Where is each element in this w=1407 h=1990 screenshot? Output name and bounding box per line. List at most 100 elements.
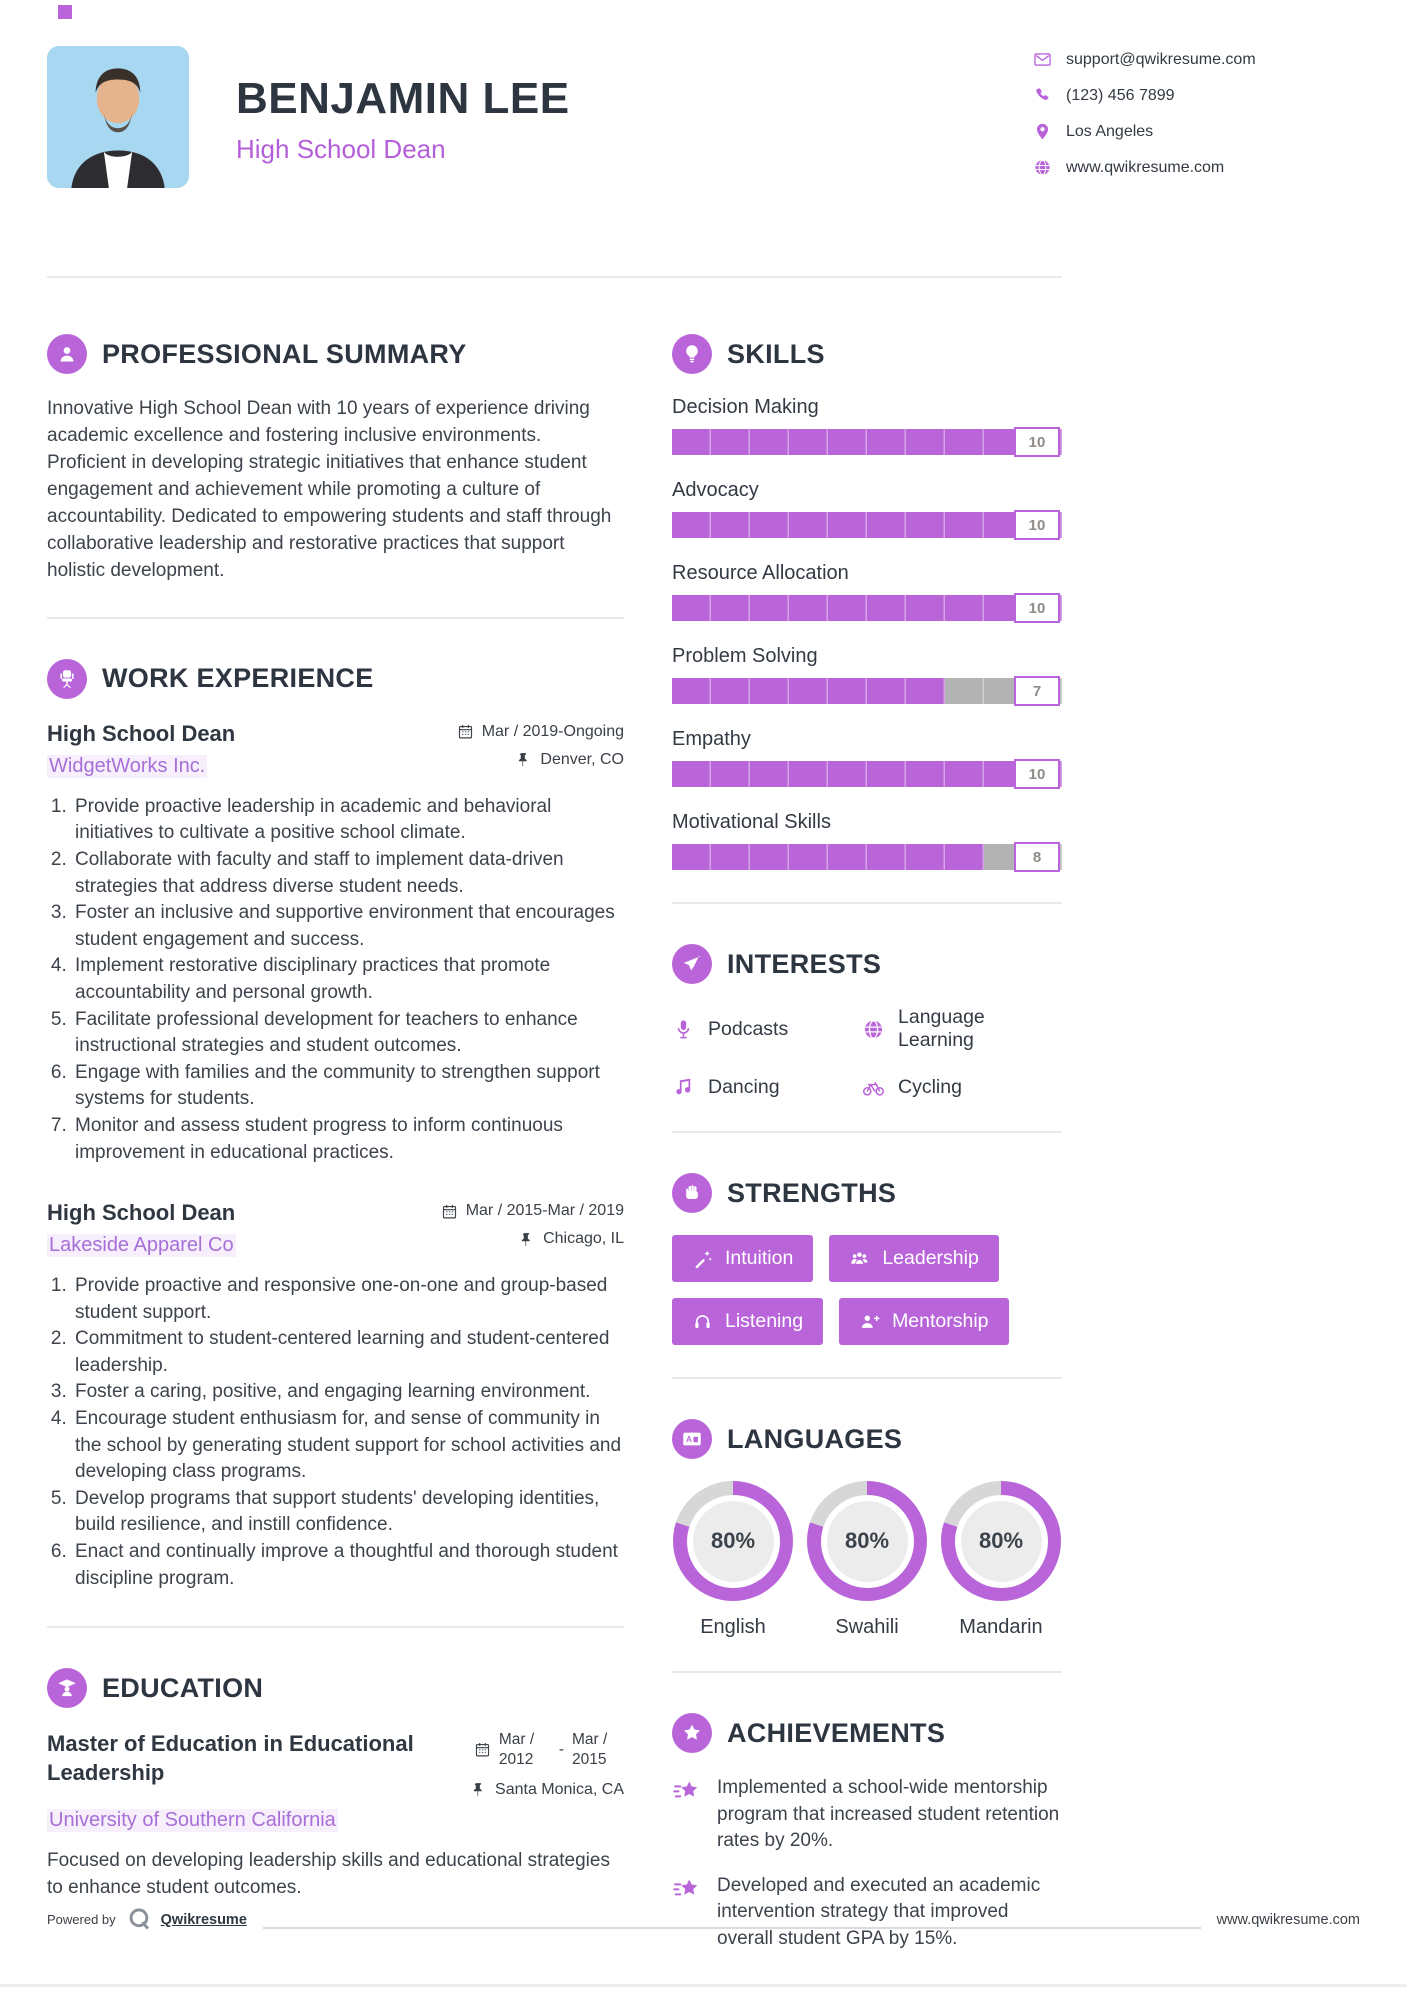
contact-website-text: www.qwikresume.com — [1066, 158, 1225, 176]
shooting-star-icon — [672, 1875, 702, 1905]
strength-label: Intuition — [725, 1247, 794, 1269]
calendar-icon — [457, 723, 474, 740]
education-heading: EDUCATION — [102, 1672, 264, 1703]
qwikresume-link[interactable]: Qwikresume — [160, 1911, 247, 1928]
interest-label: Podcasts — [708, 1017, 789, 1040]
achievement-text: Implemented a school-wide mentorship pro… — [717, 1777, 1060, 1852]
footer-website-link[interactable]: www.qwikresume.com — [1216, 1911, 1360, 1928]
qwikresume-logo-icon — [126, 1906, 153, 1933]
headphones-icon — [692, 1311, 713, 1332]
job-bullet: Facilitate professional development for … — [72, 1007, 624, 1060]
skill-bar-fill — [672, 429, 1062, 455]
language-name: Swahili — [835, 1616, 899, 1638]
job-bullet: Commitment to student-centered learning … — [72, 1326, 624, 1379]
shooting-star-icon — [672, 1777, 702, 1807]
strength-label: Leadership — [882, 1247, 979, 1269]
job-entry: High School Dean WidgetWorks Inc. Mar / … — [47, 721, 624, 1166]
skill-bar: 7 — [672, 676, 1062, 706]
job-entry: High School Dean Lakeside Apparel Co Mar… — [47, 1200, 624, 1592]
corner-mark — [58, 5, 72, 19]
section-summary: PROFESSIONAL SUMMARY Innovative High Sch… — [47, 334, 624, 585]
language-percent: 80% — [710, 1528, 756, 1553]
strength-pill: Leadership — [829, 1235, 999, 1282]
job-company: WidgetWorks Inc. — [47, 754, 208, 778]
language-name: English — [700, 1616, 766, 1638]
skills-heading: SKILLS — [727, 338, 825, 369]
skill-item: Advocacy 10 — [672, 479, 1062, 540]
contact-website[interactable]: www.qwikresume.com — [1033, 158, 1363, 177]
job-title: High School Dean — [47, 720, 236, 746]
section-achievements: ACHIEVEMENTS Implemented a school-wide m… — [672, 1713, 1062, 1953]
job-bullet-list: Provide proactive and responsive one-on-… — [47, 1273, 624, 1592]
section-education: EDUCATION Master of Education in Educati… — [47, 1668, 624, 1902]
paper-plane-icon — [672, 944, 712, 984]
contact-location: Los Angeles — [1033, 122, 1363, 141]
person-title: High School Dean — [236, 134, 446, 164]
strength-label: Mentorship — [892, 1310, 989, 1332]
skill-item: Resource Allocation 10 — [672, 562, 1062, 623]
divider — [47, 1626, 624, 1629]
skill-label: Decision Making — [672, 396, 819, 418]
calendar-icon — [441, 1203, 458, 1220]
interest-label: Cycling — [898, 1076, 962, 1098]
skill-label: Problem Solving — [672, 645, 818, 667]
education-school: University of Southern California — [47, 1808, 338, 1832]
skill-label: Resource Allocation — [672, 562, 849, 584]
skill-bar: 10 — [672, 427, 1062, 457]
section-skills: SKILLS Decision Making 10 Advocacy — [672, 334, 1062, 872]
powered-by-label: Powered by — [47, 1912, 116, 1927]
job-location-text: Denver, CO — [540, 750, 624, 768]
job-bullet: Collaborate with faculty and staff to im… — [72, 847, 624, 900]
skill-bar-fill — [672, 844, 984, 870]
lightbulb-icon — [672, 334, 712, 374]
pushpin-icon — [515, 751, 532, 768]
svg-text:A: A — [686, 1435, 692, 1444]
contact-email[interactable]: support@qwikresume.com — [1033, 50, 1363, 69]
job-bullet: Monitor and assess student progress to i… — [72, 1113, 624, 1166]
interests-heading: INTERESTS — [727, 948, 882, 979]
person-name: BENJAMIN LEE — [236, 74, 570, 123]
job-bullet: Enact and continually improve a thoughtf… — [72, 1539, 624, 1592]
interest-item: Language Learning — [862, 1006, 1062, 1052]
skill-bar: 10 — [672, 759, 1062, 789]
interest-label: Language Learning — [898, 1006, 985, 1051]
job-bullet: Foster a caring, positive, and engaging … — [72, 1379, 624, 1406]
language-percent: 80% — [978, 1528, 1024, 1553]
skill-item: Motivational Skills 8 — [672, 811, 1062, 872]
education-location-text: Santa Monica, CA — [495, 1780, 624, 1798]
page-bottom-line — [0, 1984, 1407, 1987]
education-degree: Master of Education in Educational Leade… — [47, 1731, 414, 1785]
education-date-end: Mar / 2015 — [572, 1731, 608, 1768]
skill-bar-fill — [672, 595, 1062, 621]
skill-item: Empathy 10 — [672, 728, 1062, 789]
calendar-icon — [474, 1741, 491, 1758]
email-icon — [1033, 50, 1052, 69]
divider — [672, 902, 1062, 904]
skill-label: Empathy — [672, 728, 751, 750]
language-ring: 80% — [941, 1481, 1061, 1601]
language-percent: 80% — [844, 1528, 890, 1553]
job-title: High School Dean — [47, 1200, 236, 1226]
job-bullet: Provide proactive leadership in academic… — [72, 794, 624, 847]
contact-phone[interactable]: (123) 456 7899 — [1033, 86, 1363, 105]
office-chair-icon — [47, 658, 87, 699]
divider — [47, 616, 624, 619]
music-note-icon — [672, 1076, 695, 1099]
pushpin-icon — [518, 1231, 535, 1248]
education-date-start: Mar / 2012 — [498, 1731, 535, 1768]
header: BENJAMIN LEE High School Dean support@qw… — [47, 46, 1256, 188]
job-bullet: Develop programs that support students' … — [72, 1486, 624, 1539]
languages-heading: LANGUAGES — [727, 1423, 903, 1454]
section-strengths: STRENGTHS Intuition Leadership — [672, 1173, 1062, 1345]
job-bullet: Engage with families and the community t… — [72, 1060, 624, 1113]
skill-score: 10 — [1014, 510, 1060, 540]
education-location: Santa Monica, CA — [470, 1781, 624, 1799]
footer-divider — [262, 1927, 1201, 1929]
strength-label: Listening — [725, 1310, 804, 1332]
language-item: 80% Swahili — [806, 1481, 928, 1639]
skill-score: 10 — [1014, 593, 1060, 623]
education-date-separator: - — [558, 1740, 564, 1758]
job-location: Denver, CO — [515, 751, 624, 769]
skill-score: 7 — [1014, 676, 1060, 706]
